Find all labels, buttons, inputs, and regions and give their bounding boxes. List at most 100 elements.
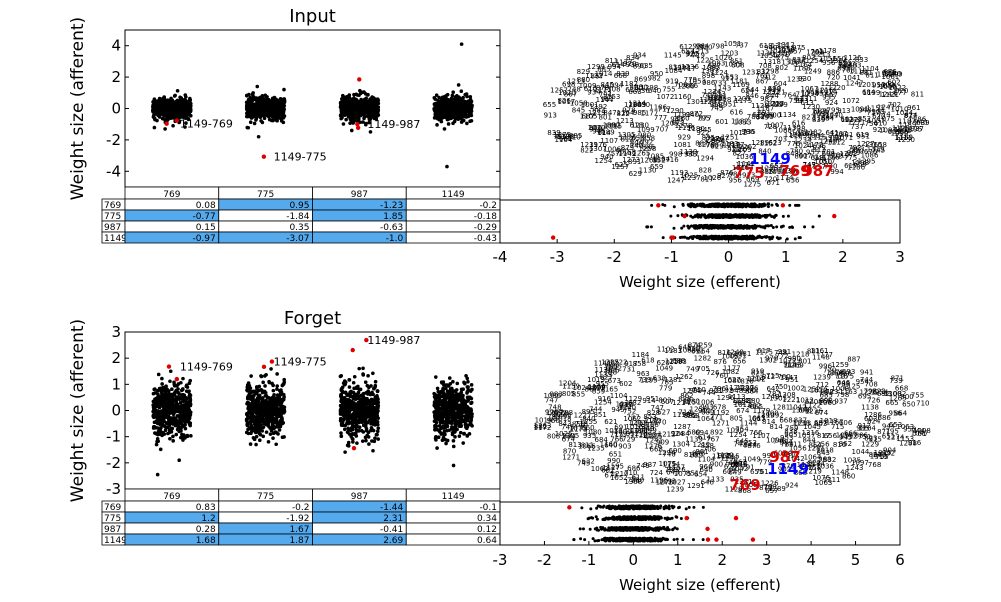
scatter-point (366, 92, 370, 97)
scatter-point (246, 415, 250, 420)
x-axis-label: Weight size (efferent) (619, 273, 781, 291)
scatter-point (245, 385, 250, 389)
scatter-point (246, 431, 251, 436)
scatter-point (181, 436, 185, 440)
x-tick-label: 0 (724, 248, 734, 266)
scatter-point (270, 405, 274, 410)
table-cell-value: -0.18 (474, 212, 498, 222)
table-cell-value: -1.0 (386, 234, 404, 244)
scatter-point (159, 416, 164, 420)
scatter-point (161, 399, 166, 403)
network-node-label: 952 (652, 156, 665, 164)
network-node-label: 1202 (840, 150, 858, 158)
outlier-point (357, 77, 362, 82)
efferent-point (770, 236, 774, 240)
scatter-point (170, 387, 174, 391)
network-node-label: 1153 (603, 93, 621, 101)
efferent-point (723, 236, 727, 240)
scatter-point (265, 419, 270, 424)
scatter-point (373, 106, 377, 110)
efferent-point (763, 214, 767, 218)
efferent-point (763, 235, 767, 239)
scatter-point (281, 120, 286, 125)
network-node-label: 1175 (734, 97, 752, 105)
scatter-point (164, 113, 169, 118)
scatter-point (187, 420, 192, 425)
efferent-point (710, 214, 714, 218)
efferent-point (741, 203, 745, 207)
scatter-point (274, 416, 279, 421)
scatter-point (348, 104, 352, 109)
table-col-label: 775 (257, 190, 274, 200)
efferent-point (751, 234, 755, 238)
scatter-point (344, 107, 348, 112)
scatter-point (371, 371, 375, 376)
scatter-point (245, 400, 250, 405)
scatter-point (271, 424, 276, 429)
scatter-point (245, 420, 250, 425)
scatter-point (253, 430, 258, 435)
scatter-point (253, 426, 257, 430)
network-node-label: 1143 (840, 62, 858, 70)
efferent-point (737, 224, 741, 228)
network-node-label: 1051 (819, 55, 837, 63)
efferent-point (725, 204, 729, 208)
network-node-label: 1072 (656, 93, 674, 101)
network-node-label: 677 (893, 89, 906, 97)
network-node-label: 706 (674, 81, 688, 89)
scatter-point (257, 384, 262, 389)
scatter-point (267, 117, 272, 122)
efferent-point (752, 214, 756, 218)
network-node-label: 811 (911, 90, 924, 98)
network-node-label: 845 (698, 126, 711, 134)
scatter-point (154, 398, 159, 403)
scatter-point (280, 105, 285, 110)
scatter-point (152, 102, 157, 107)
efferent-point (695, 235, 699, 239)
network-node-label: 1305 (618, 131, 636, 139)
scatter-point (256, 134, 261, 139)
network-node-label: 687 (708, 62, 721, 70)
scatter-point (267, 396, 271, 400)
scatter-point (361, 366, 365, 371)
network-node-label: 1057 (867, 117, 885, 125)
scatter-point (468, 94, 473, 99)
efferent-point (689, 214, 693, 218)
scatter-point (376, 426, 381, 430)
efferent-point (732, 226, 736, 230)
scatter-point (278, 111, 283, 115)
efferent-point (730, 237, 734, 241)
network-node-label: 866 (713, 95, 727, 103)
network-node-label: 881 (840, 131, 853, 139)
scatter-point (280, 435, 285, 440)
scatter-point (176, 427, 181, 431)
scatter-point (173, 410, 177, 414)
network-node-label: 601 (840, 115, 853, 123)
scatter-point (164, 415, 168, 419)
scatter-point (277, 393, 282, 398)
scatter-point (255, 414, 260, 419)
scatter-point (170, 106, 174, 111)
scatter-point (185, 403, 190, 408)
scatter-point (367, 442, 371, 446)
efferent-outlier (682, 213, 687, 219)
scatter-point (177, 397, 182, 402)
scatter-point (254, 96, 259, 100)
scatter-point (178, 417, 183, 421)
x-tick-label: 1 (781, 248, 791, 266)
scatter-point (174, 432, 179, 437)
scatter-point (349, 128, 354, 133)
scatter-point (253, 420, 258, 425)
network-node-label: 1231 (742, 69, 760, 77)
scatter-point (184, 121, 188, 125)
scatter-point (154, 111, 159, 115)
efferent-point (739, 214, 743, 218)
efferent-point (770, 203, 774, 207)
scatter-point (376, 108, 380, 113)
efferent-point (716, 204, 720, 208)
scatter-point (256, 396, 261, 401)
scatter-point (183, 111, 188, 116)
scatter-point (263, 384, 267, 388)
scatter-point (176, 387, 180, 391)
efferent-point (711, 225, 715, 229)
